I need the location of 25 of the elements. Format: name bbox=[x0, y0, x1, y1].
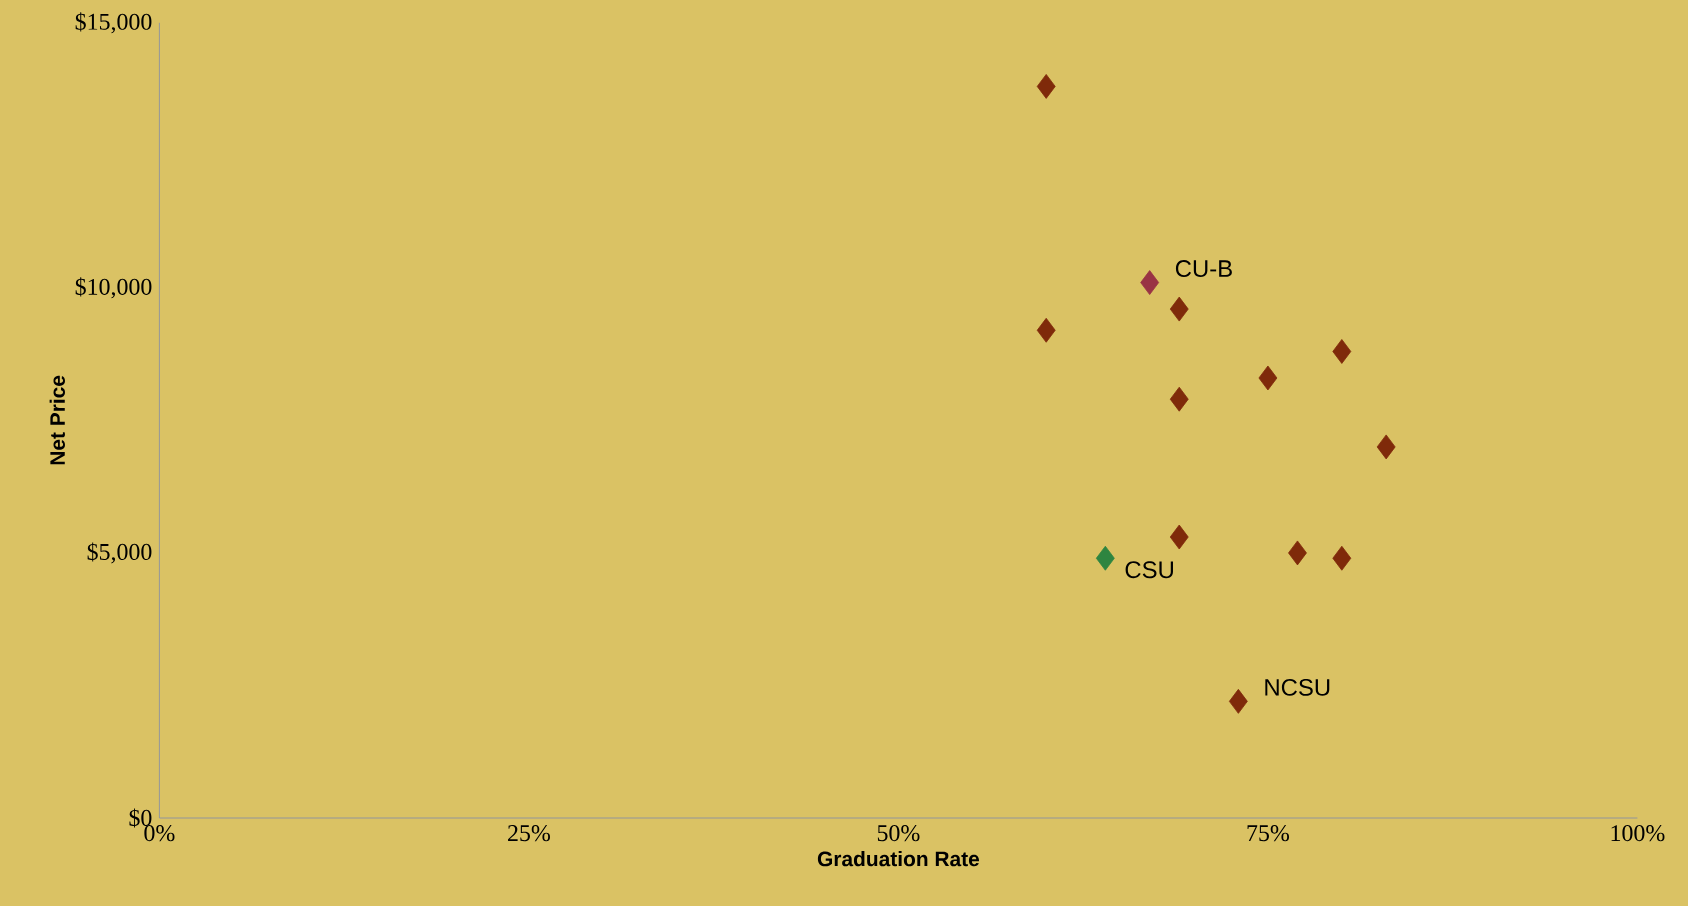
point bbox=[1140, 270, 1160, 295]
point bbox=[1169, 296, 1189, 322]
point bbox=[1288, 540, 1307, 566]
y-axis-title: Net Price bbox=[49, 375, 65, 465]
annotation: CU-B bbox=[1175, 260, 1232, 278]
y-tick-label: $10,000 bbox=[75, 277, 152, 299]
annotation: NCSU bbox=[1265, 678, 1330, 696]
y-tick-label: $15,000 bbox=[75, 12, 152, 34]
point bbox=[1228, 688, 1248, 714]
annotation: CSU bbox=[1125, 561, 1173, 579]
x-tick-label: 50% bbox=[877, 825, 920, 842]
point bbox=[1169, 524, 1189, 550]
point bbox=[1332, 339, 1352, 364]
point bbox=[1036, 317, 1056, 343]
x-tick-label: 100% bbox=[1611, 825, 1665, 842]
point bbox=[1332, 545, 1352, 571]
point bbox=[1036, 74, 1056, 99]
x-tick-label: 25% bbox=[508, 825, 550, 842]
point bbox=[1095, 545, 1115, 571]
x-tick-label: 75% bbox=[1247, 825, 1289, 842]
x-axis-title: Graduation Rate bbox=[817, 850, 980, 867]
y-tick-label: $5,000 bbox=[87, 542, 152, 564]
point bbox=[1258, 365, 1278, 391]
point bbox=[1169, 386, 1189, 412]
point bbox=[1376, 434, 1396, 460]
